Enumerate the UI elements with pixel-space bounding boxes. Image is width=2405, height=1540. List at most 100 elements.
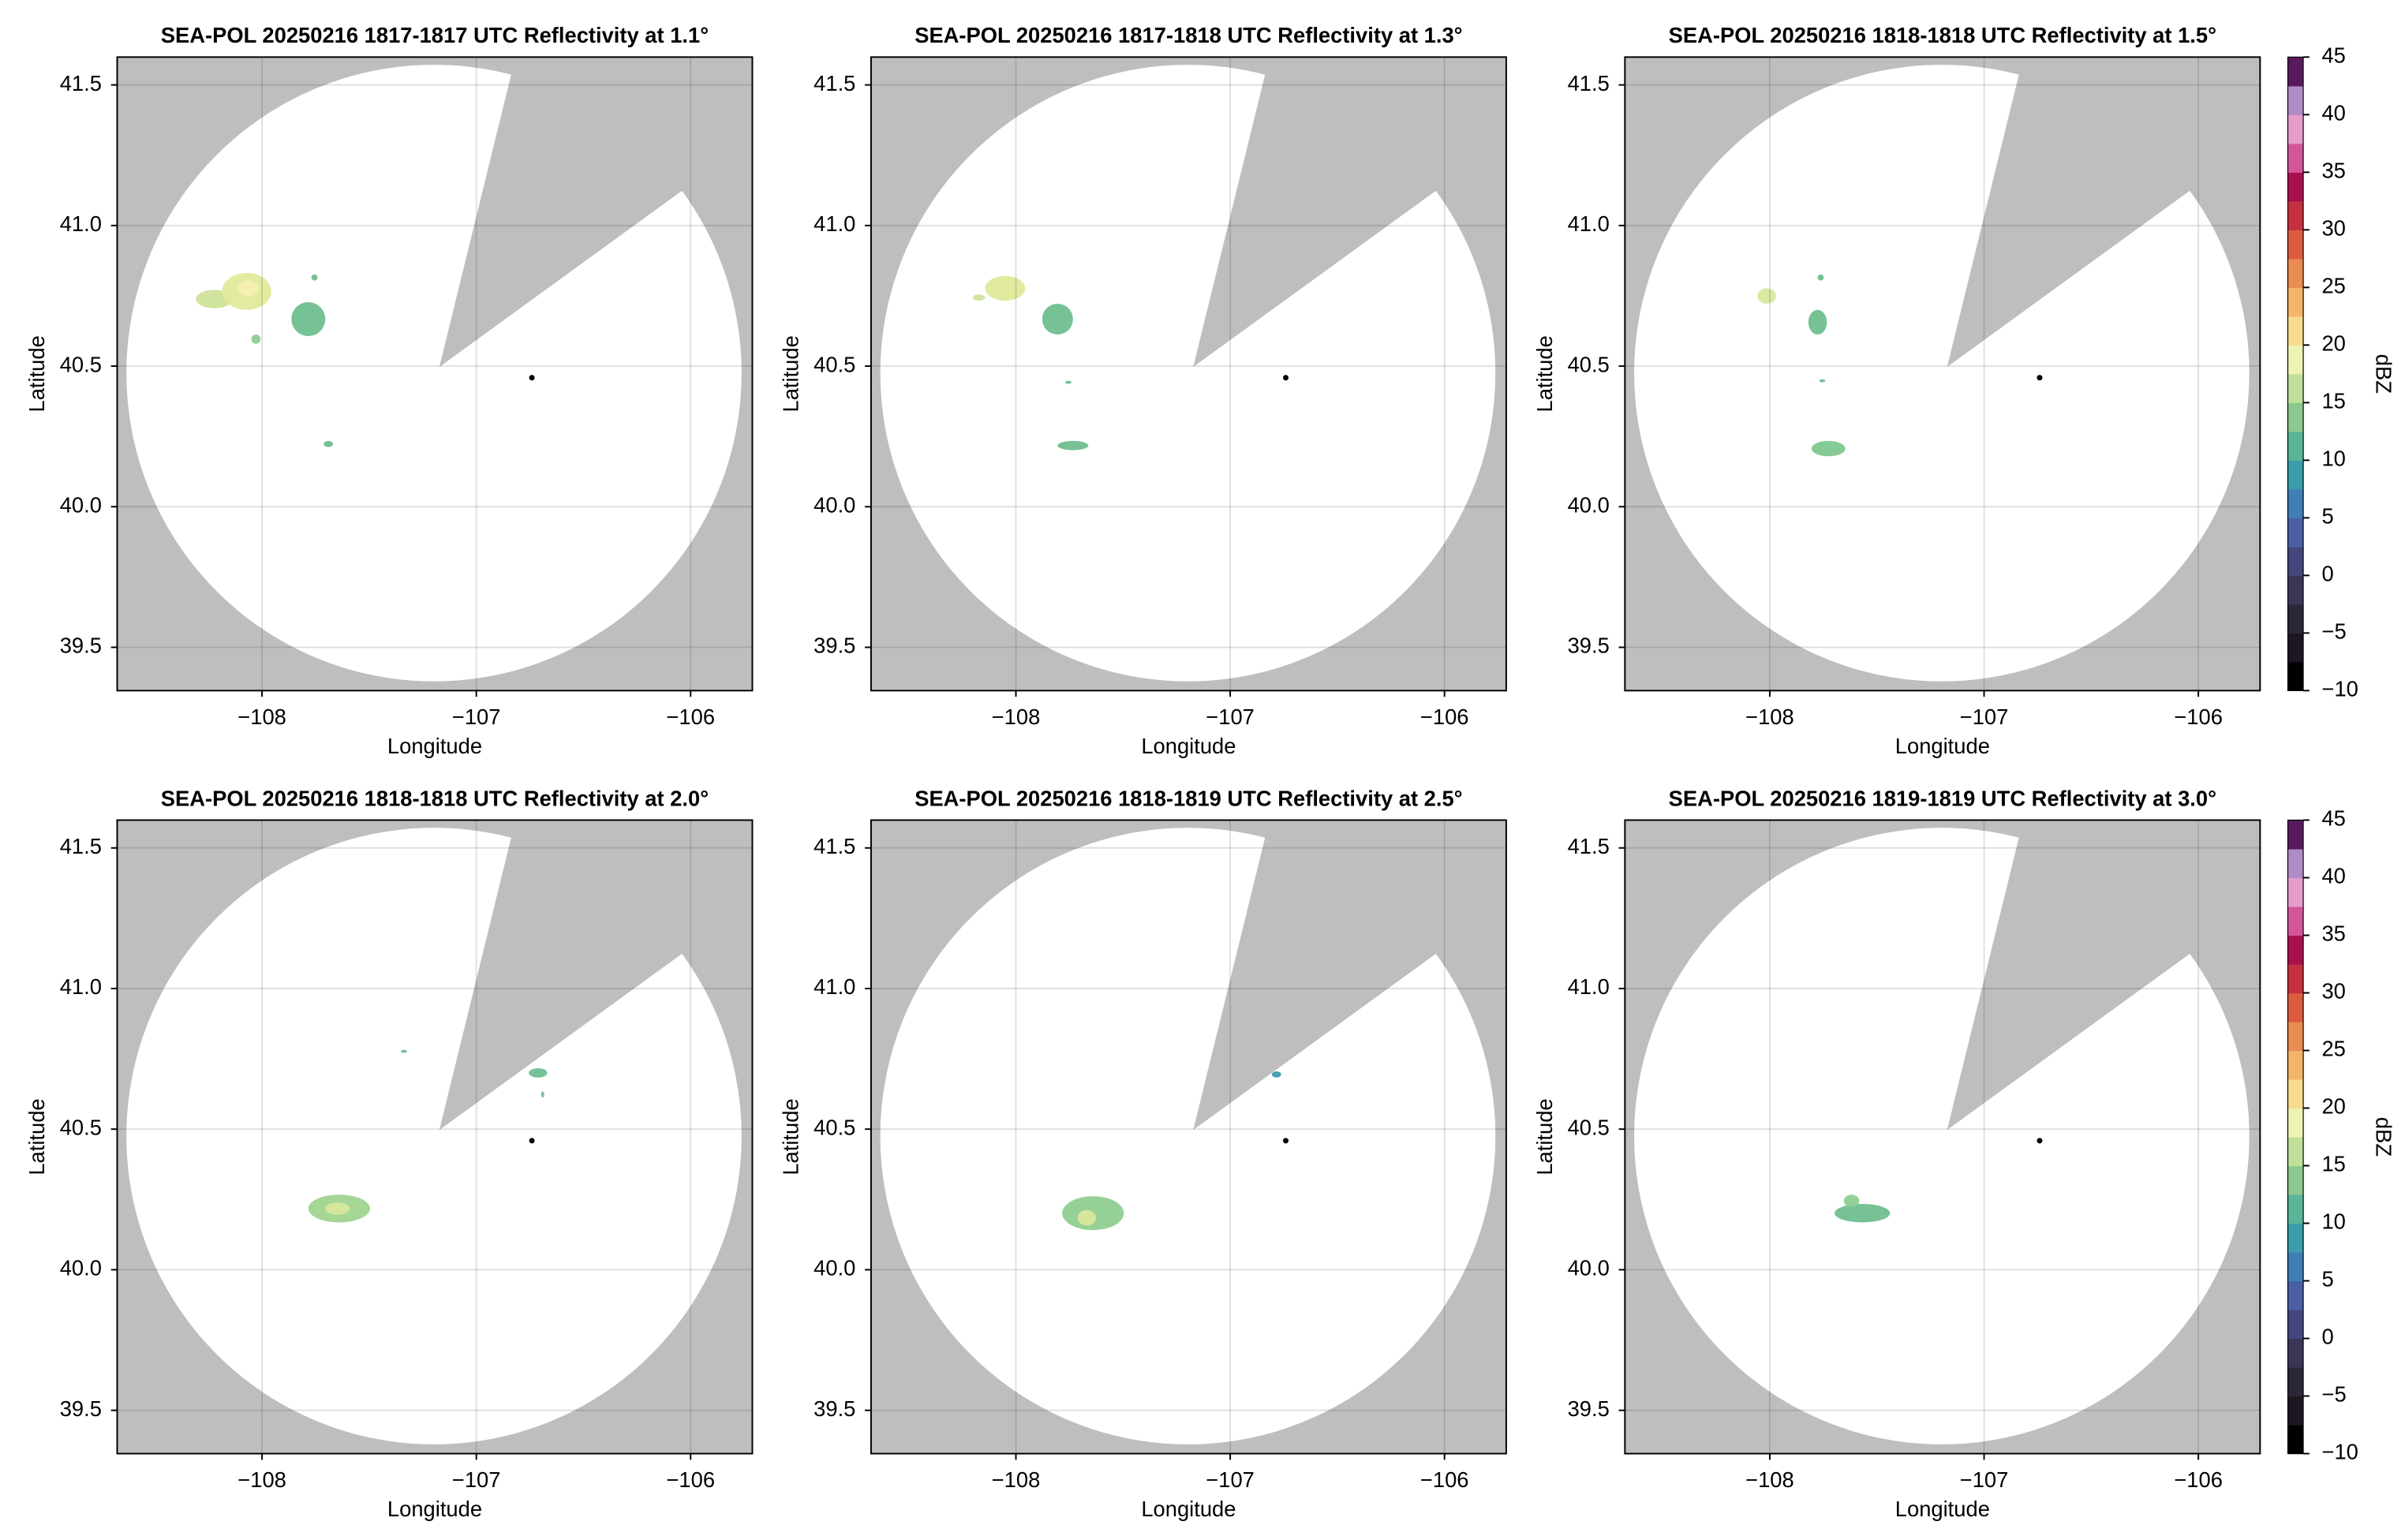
colorbar-tick-label: 0: [2321, 562, 2333, 586]
y-tick-label: 40.0: [1568, 1256, 1610, 1280]
map-panel: −108 −107 −106 39.5 40.0 40.5 41.0 41.5 SEA-POL …: [24, 786, 754, 1521]
colorbar-swatch: [2287, 1367, 2304, 1397]
colorbar-swatch: [2287, 877, 2304, 907]
x-tick-label: −108: [992, 1467, 1041, 1492]
colorbar-swatch: [2287, 1108, 2304, 1138]
y-tick-label: 40.0: [60, 1256, 102, 1280]
echo: [251, 335, 261, 344]
map-panel: −108 −107 −106 39.5 40.0 40.5 41.0 41.5 SEA-POL …: [778, 23, 1507, 758]
y-tick-label: 39.5: [1568, 634, 1610, 658]
y-tick-label: 39.5: [60, 1396, 102, 1421]
colorbar-swatch: [2287, 1310, 2304, 1340]
y-tick-label: 40.5: [814, 352, 855, 376]
colorbar-tick-label: 10: [2321, 447, 2345, 471]
colorbar-frame: [2287, 819, 2304, 1455]
x-axis-label: Longitude: [1895, 734, 1990, 758]
colorbar-swatch: [2287, 906, 2304, 936]
colorbar-label: dBZ: [2371, 354, 2396, 394]
colorbar-swatch: [2287, 633, 2304, 663]
map-panel: −108 −107 −106 39.5 40.0 40.5 41.0 41.5 SEA-POL …: [1532, 23, 2396, 758]
blocked-sector: [439, 820, 753, 1131]
axes-frame: [870, 819, 1507, 1455]
colorbar-tick-label: 5: [2321, 1267, 2333, 1291]
colorbar-swatch: [2287, 604, 2304, 634]
echo: [540, 1091, 544, 1098]
colorbar-tick-label: 25: [2321, 274, 2345, 298]
echo: [1817, 274, 1824, 281]
colorbar-swatch: [2287, 518, 2304, 548]
y-axis-label: Latitude: [778, 335, 802, 412]
x-tick-label: −107: [1206, 705, 1255, 729]
plot-area: [870, 57, 1506, 691]
colorbar-tick-label: 40: [2321, 864, 2345, 888]
radar-site: [529, 375, 535, 381]
echo: [1819, 379, 1826, 383]
echo: [1271, 1071, 1281, 1078]
echo: [237, 280, 260, 297]
colorbar-swatch: [2287, 1252, 2304, 1282]
colorbar-swatch: [2287, 402, 2304, 432]
colorbar-swatch: [2287, 431, 2304, 461]
echo: [1077, 1209, 1097, 1226]
y-tick-label: 41.5: [60, 71, 102, 95]
echo: [972, 294, 986, 301]
axes-frame: [870, 56, 1507, 692]
echo: [325, 1202, 350, 1215]
colorbar-swatch: [2287, 143, 2304, 173]
colorbar-tick-label: −10: [2321, 677, 2358, 701]
colorbar-swatch: [2287, 849, 2304, 879]
colorbar-swatch: [2287, 230, 2304, 260]
x-tick-label: −106: [2174, 1467, 2223, 1492]
y-tick-label: 40.0: [60, 492, 102, 517]
colorbar-swatch: [2287, 200, 2304, 230]
x-tick-label: −106: [1420, 705, 1469, 729]
colorbar-swatch: [2287, 1022, 2304, 1052]
colorbar-tick-label: −5: [2321, 619, 2346, 644]
axes-frame: [116, 56, 754, 692]
y-tick-label: 40.0: [814, 492, 855, 517]
panel-title: SEA-POL 20250216 1818-1818 UTC Reflectiv…: [1669, 23, 2216, 47]
echo: [324, 440, 334, 447]
colorbar-tick-label: 15: [2321, 389, 2345, 413]
radar-site: [1282, 375, 1289, 381]
y-tick-label: 41.0: [1568, 211, 1610, 236]
echo: [1808, 309, 1827, 335]
colorbar-swatch: [2287, 1165, 2304, 1195]
y-tick-label: 40.5: [814, 1115, 855, 1139]
echo: [1757, 288, 1776, 304]
colorbar-swatch: [2287, 460, 2304, 490]
x-tick-label: −107: [1960, 1467, 2009, 1492]
colorbar-tick-label: 5: [2321, 504, 2333, 529]
colorbar-swatch: [2287, 1079, 2304, 1109]
colorbar-tick-label: 45: [2321, 43, 2345, 68]
x-axis-label: Longitude: [387, 1497, 482, 1521]
colorbar-swatch: [2287, 992, 2304, 1022]
colorbar-tick-label: 30: [2321, 216, 2345, 241]
colorbar-swatch: [2287, 488, 2304, 518]
plot-area: [1625, 57, 2261, 691]
colorbar-swatch: [2287, 1223, 2304, 1253]
y-tick-label: 40.0: [814, 1256, 855, 1280]
y-tick-label: 41.5: [814, 71, 855, 95]
blocked-sector: [1947, 57, 2261, 368]
colorbar-swatch: [2287, 373, 2304, 403]
x-axis-label: Longitude: [1895, 1497, 1990, 1521]
colorbar-swatch: [2287, 85, 2304, 115]
x-tick-label: −108: [238, 1467, 286, 1492]
echo: [1042, 303, 1073, 335]
axes-frame: [1624, 56, 2261, 692]
blocked-sector: [1947, 820, 2261, 1131]
colorbar-swatch: [2287, 575, 2304, 605]
colorbar-tick-label: −10: [2321, 1440, 2358, 1464]
x-tick-label: −107: [1206, 1467, 1255, 1492]
x-tick-label: −107: [1960, 705, 2009, 729]
x-tick-label: −106: [666, 705, 715, 729]
colorbar-swatch: [2287, 114, 2304, 144]
y-tick-label: 39.5: [814, 1396, 855, 1421]
plot-area: [117, 820, 753, 1454]
colorbar-swatch: [2287, 316, 2304, 346]
colorbar-swatch: [2287, 935, 2304, 965]
blocked-sector: [1193, 820, 1506, 1131]
echo: [311, 274, 318, 281]
